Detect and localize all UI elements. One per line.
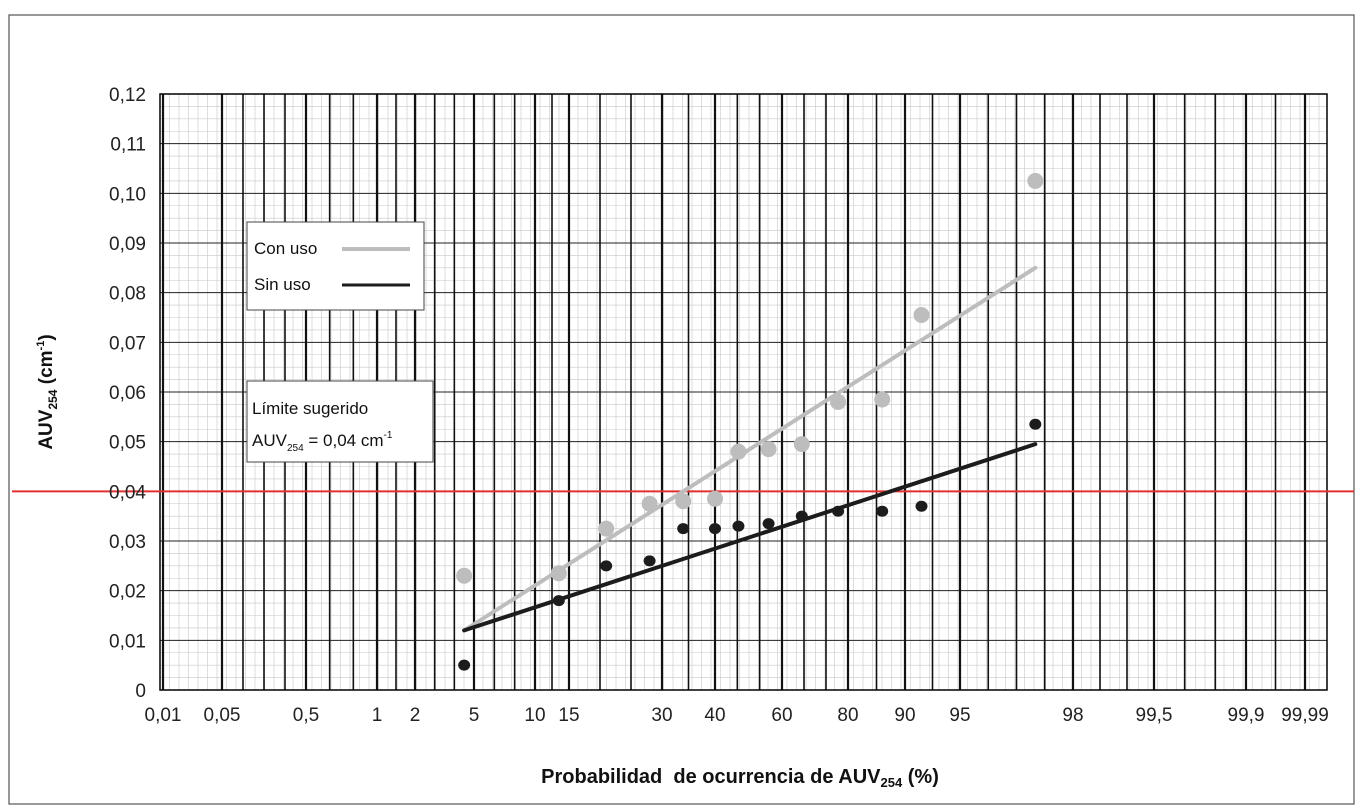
x-tick-label: 60: [771, 705, 792, 726]
data-point-con-uso: [675, 493, 692, 510]
data-point-sin-uso: [600, 560, 613, 572]
data-point-con-uso: [550, 565, 567, 582]
x-tick-label: 80: [837, 705, 858, 726]
x-tick-label: 5: [469, 705, 480, 726]
limit-annotation-box: [246, 380, 434, 463]
y-tick-label: 0,03: [109, 532, 146, 553]
y-tick-label: 0,09: [109, 234, 146, 255]
y-tick-label: 0,05: [109, 433, 146, 454]
data-point-sin-uso: [1029, 418, 1042, 430]
data-point-sin-uso: [732, 520, 745, 532]
x-tick-label: 1: [372, 705, 383, 726]
x-tick-label: 0,05: [204, 705, 241, 726]
x-tick-label: 99,99: [1281, 705, 1329, 726]
x-tick-label: 99,5: [1136, 705, 1173, 726]
x-tick-label: 0,5: [293, 705, 319, 726]
data-point-con-uso: [730, 443, 747, 460]
x-tick-label: 98: [1062, 705, 1083, 726]
x-axis-label: Probabilidad de ocurrencia de AUV254 (%): [541, 766, 939, 790]
data-point-con-uso: [793, 436, 810, 453]
x-tick-label: 0,01: [145, 705, 182, 726]
page-border: [8, 14, 1355, 805]
x-tick-label: 99,9: [1228, 705, 1265, 726]
x-tick-label: 15: [558, 705, 579, 726]
data-point-sin-uso: [795, 510, 808, 522]
data-point-con-uso: [707, 490, 723, 507]
y-tick-label: 0,07: [109, 333, 146, 354]
legend-label-con-uso: Con uso: [254, 239, 317, 258]
x-tick-label: 90: [894, 705, 915, 726]
limit-annotation: Límite sugerido AUV254 = 0,04 cm-1: [246, 380, 434, 463]
data-point-sin-uso: [876, 505, 889, 517]
y-tick-label: 0: [135, 681, 146, 702]
data-point-sin-uso: [915, 500, 928, 512]
limit-annotation-title: Límite sugerido: [252, 399, 368, 418]
data-point-sin-uso: [458, 659, 471, 671]
data-point-con-uso: [874, 391, 891, 408]
legend-box: [246, 221, 425, 311]
x-tick-label: 95: [949, 705, 970, 726]
y-tick-label: 0,04: [109, 482, 146, 503]
y-tick-label: 0,10: [109, 184, 146, 205]
data-point-con-uso: [598, 520, 615, 537]
data-point-sin-uso: [832, 505, 845, 517]
plot-border: [159, 93, 1328, 691]
y-tick-label: 0,06: [109, 383, 146, 404]
data-point-con-uso: [456, 567, 473, 584]
data-point-con-uso: [1027, 172, 1044, 189]
data-point-con-uso: [830, 393, 847, 410]
y-axis-label: AUV254 (cm-1): [35, 334, 60, 449]
x-tick-label: 40: [704, 705, 725, 726]
data-point-sin-uso: [552, 595, 565, 607]
y-tick-label: 0,12: [109, 85, 146, 106]
x-tick-label: 30: [651, 705, 672, 726]
data-points: [456, 172, 1044, 671]
data-point-sin-uso: [677, 523, 690, 535]
plot-area: [12, 93, 1354, 691]
x-tick-label: 10: [524, 705, 545, 726]
data-point-con-uso: [913, 307, 930, 324]
y-axis-tick-labels: 0 0,01 0,02 0,03 0,04 0,05 0,06 0,07 0,08 0,09 0,1…: [109, 85, 146, 702]
y-tick-label: 0,02: [109, 582, 146, 603]
data-point-sin-uso: [762, 518, 775, 530]
data-point-sin-uso: [643, 555, 656, 567]
data-point-con-uso: [760, 441, 777, 458]
x-tick-label: 2: [410, 705, 421, 726]
legend: Con uso Sin uso: [246, 221, 425, 311]
limit-annotation-value: AUV254 = 0,04 cm-1: [252, 430, 393, 454]
y-tick-label: 0,01: [109, 631, 146, 652]
y-tick-label: 0,08: [109, 284, 146, 305]
legend-label-sin-uso: Sin uso: [254, 275, 311, 294]
x-axis-tick-labels: 0,01 0,05 0,5 1 2 5 10 15 30 40 60 80 90 95 98 99,5 99,9…: [145, 705, 1329, 726]
data-point-sin-uso: [709, 523, 721, 535]
data-point-con-uso: [641, 495, 658, 512]
y-tick-label: 0,11: [110, 135, 146, 156]
